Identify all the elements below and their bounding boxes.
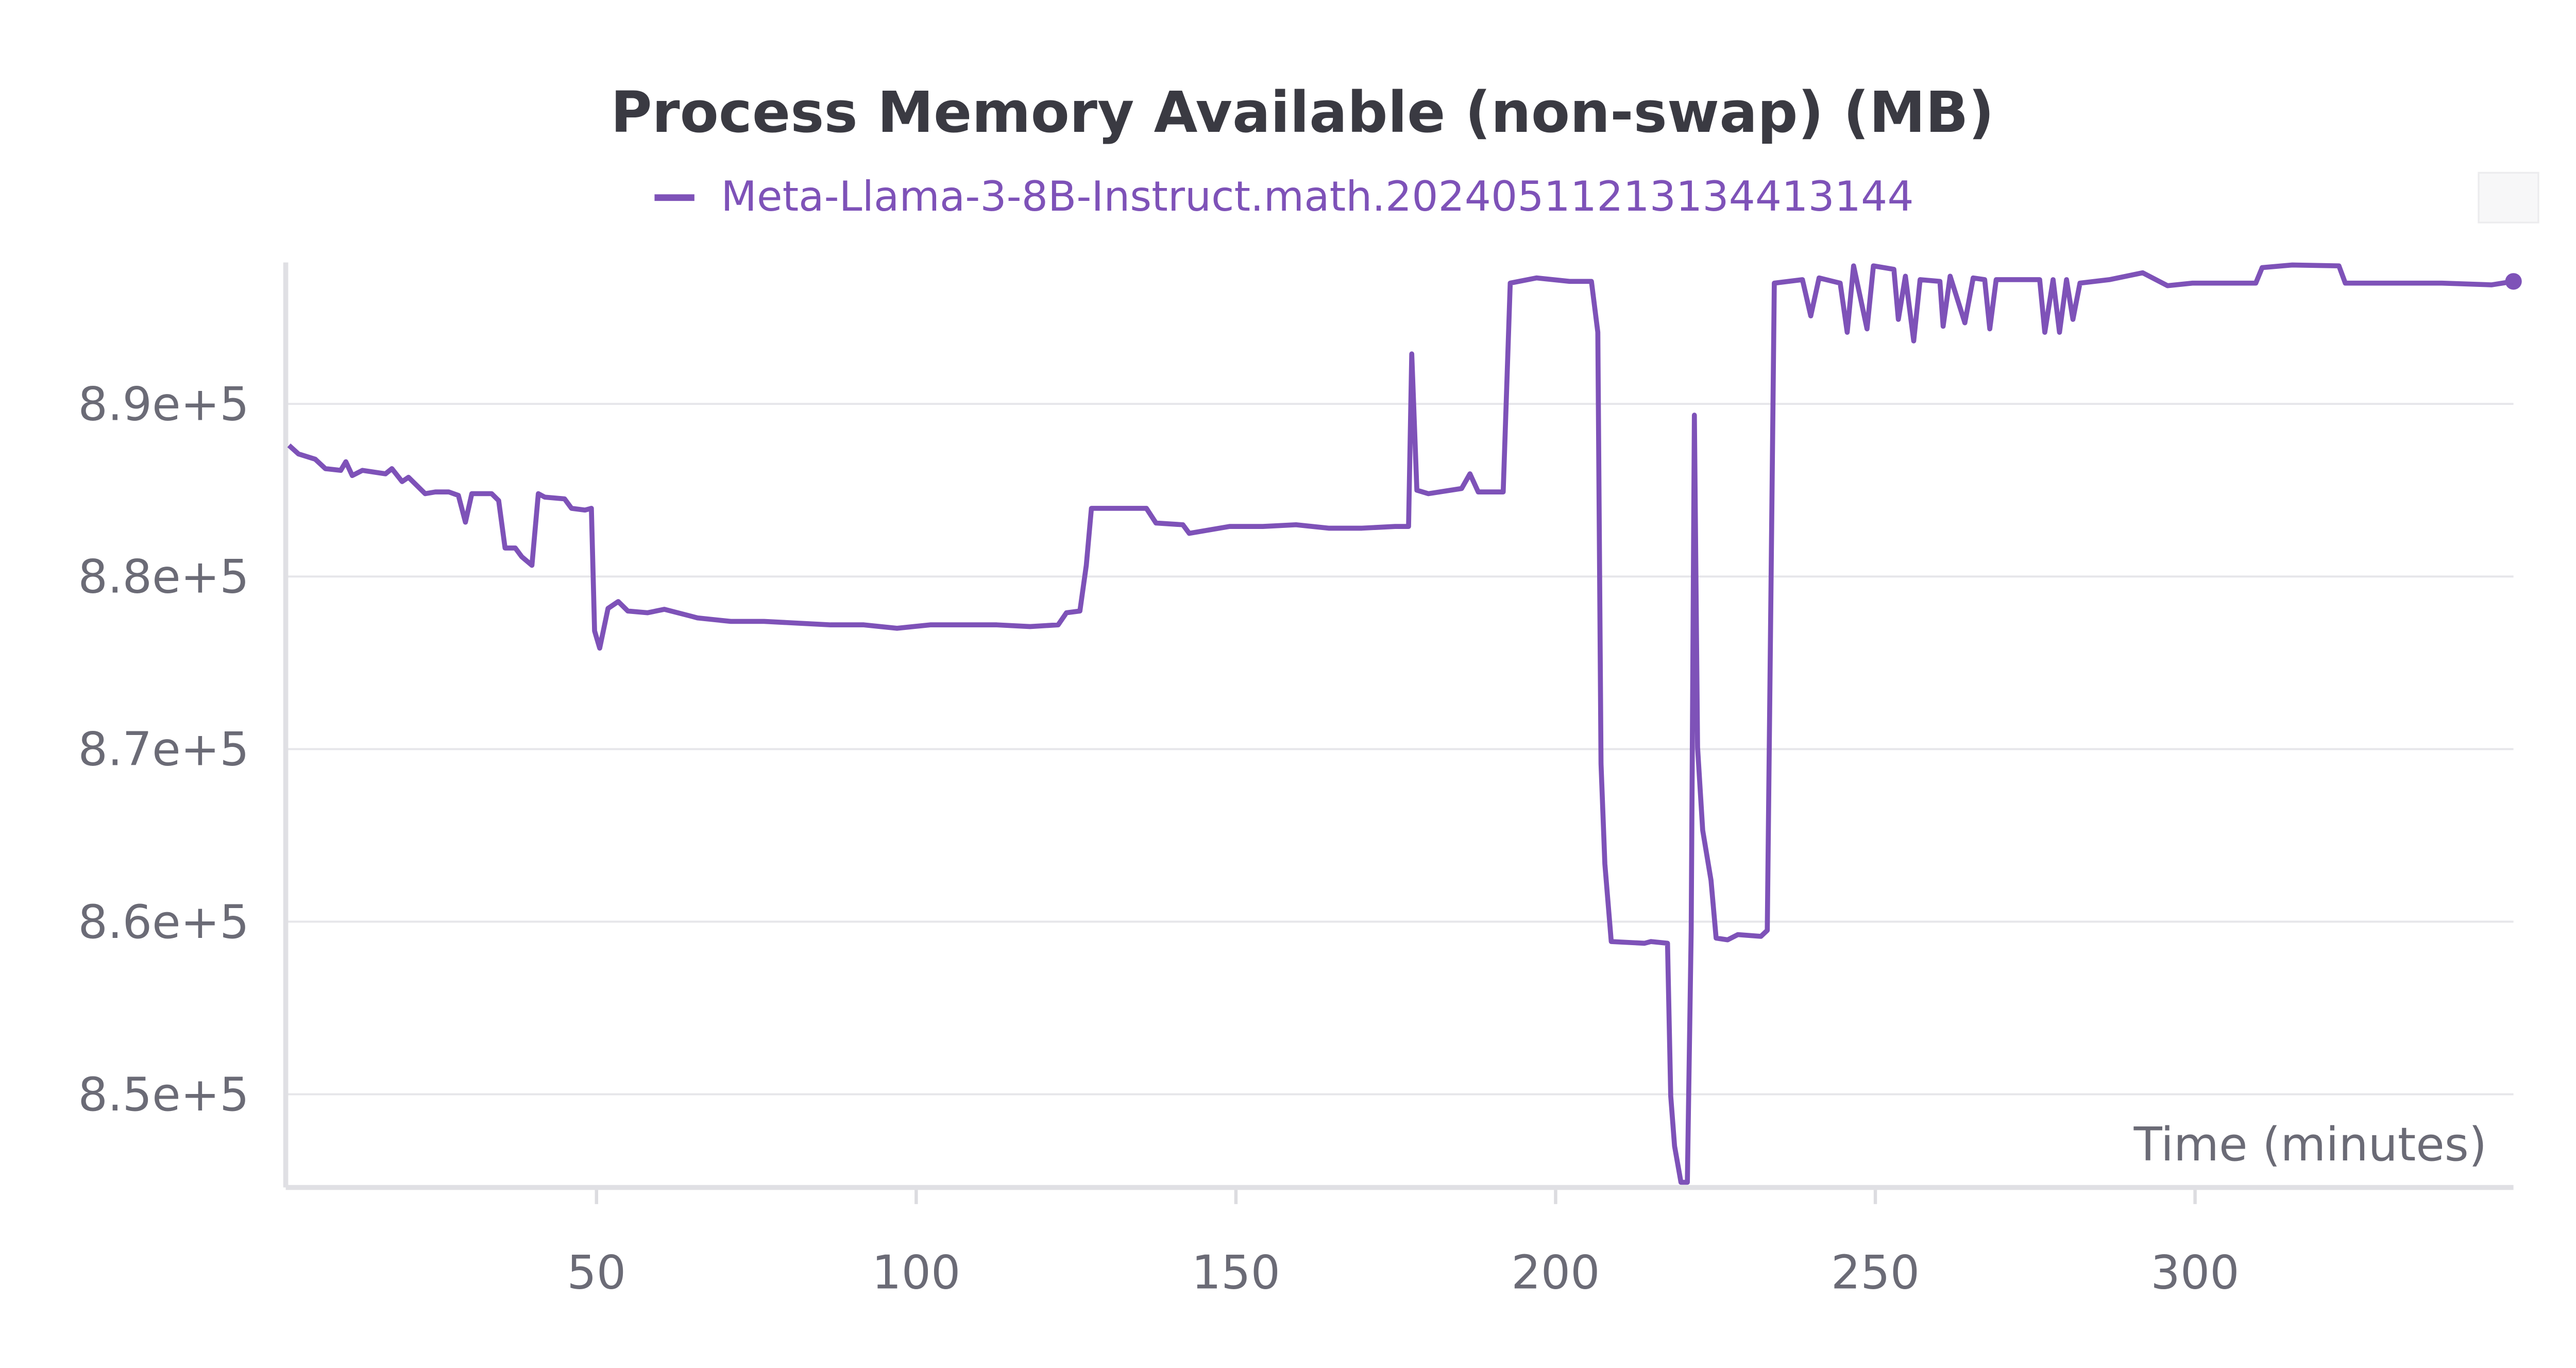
y-tick-label: 8.5e+5 (78, 1068, 249, 1122)
x-tick-label: 300 (2150, 1245, 2239, 1299)
series (287, 262, 2514, 1185)
x-tick-label: 150 (1192, 1245, 1280, 1299)
y-tick-label: 8.9e+5 (78, 378, 249, 432)
data-line (287, 262, 2514, 1185)
y-tick-label: 8.8e+5 (78, 550, 249, 604)
options-button[interactable] (2478, 172, 2539, 224)
x-tick-label: 100 (872, 1245, 960, 1299)
legend-entry[interactable]: Meta-Llama-3-8B-Instruct.math.2024051121… (721, 173, 1913, 221)
x-tick-label: 250 (1831, 1245, 1920, 1299)
end-point (2505, 273, 2522, 290)
x-tick-label: 50 (567, 1245, 626, 1299)
chart-title: Process Memory Available (non-swap) (MB) (611, 79, 1994, 145)
y-tick-label: 8.6e+5 (78, 895, 249, 949)
x-axis-label: Time (minutes) (2133, 1118, 2487, 1172)
x-tick-label: 200 (1511, 1245, 1600, 1299)
y-tick-label: 8.7e+5 (78, 723, 249, 777)
